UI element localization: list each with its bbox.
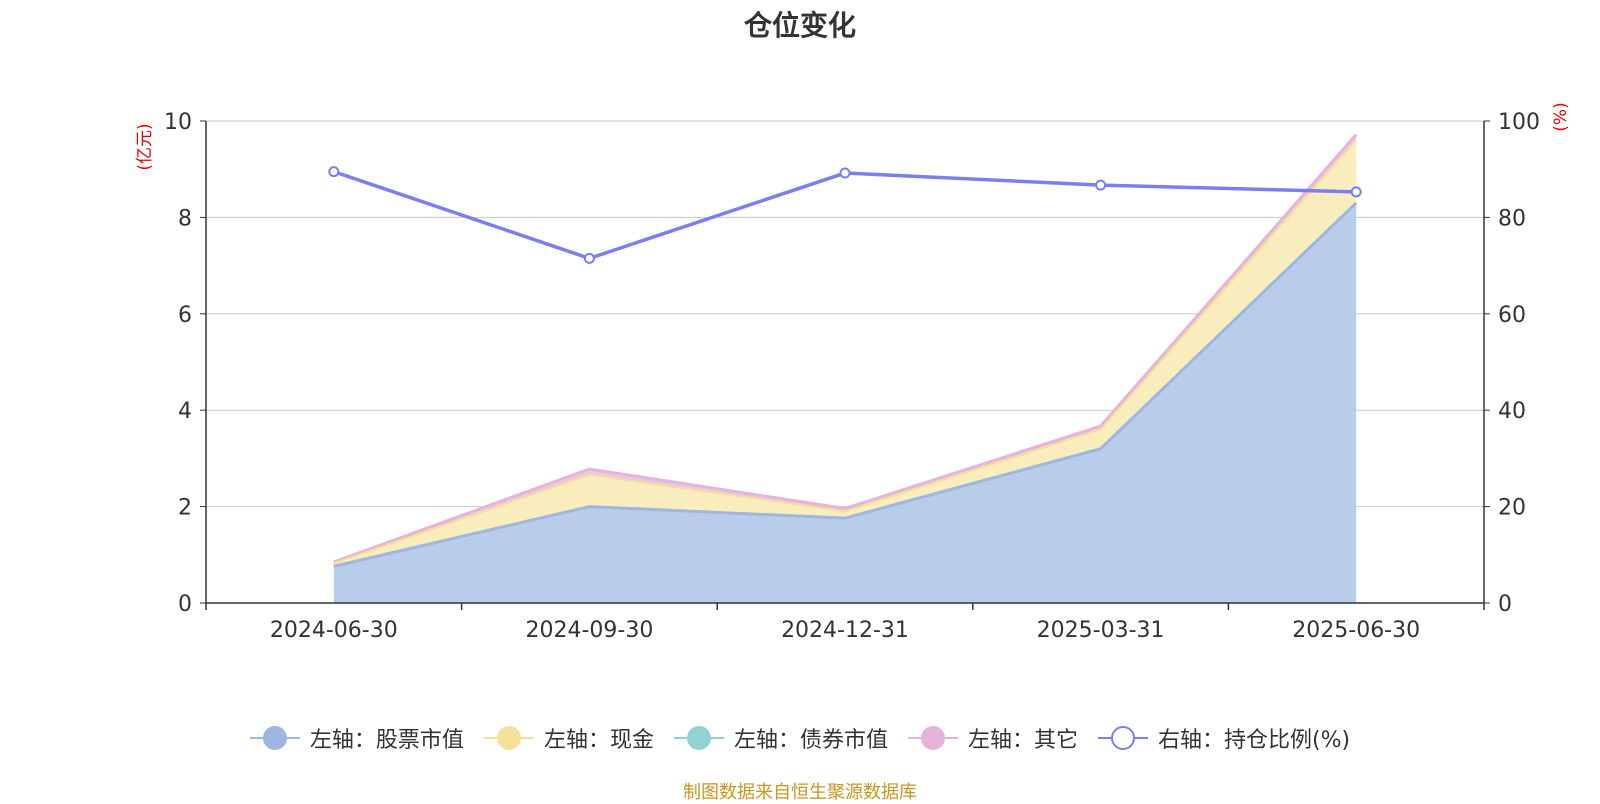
legend-label: 右轴：持仓比例(%): [1157, 728, 1351, 753]
cash-line: [333, 139, 1357, 565]
position-ratio-point: [328, 166, 340, 178]
left-axis-unit: (亿元): [135, 123, 155, 170]
legend-item[interactable]: 右轴：持仓比例(%): [1097, 722, 1351, 754]
right-axis-tick-label: 60: [1498, 303, 1526, 328]
left-axis-tick-label: 0: [178, 592, 192, 617]
position-ratio-point: [583, 252, 595, 264]
legend-marker-icon: [249, 726, 300, 750]
right-axis-tick-label: 80: [1498, 206, 1526, 231]
left-axis-tick-label: 6: [178, 303, 192, 328]
x-axis-tick-label: 2025-06-30: [1292, 618, 1420, 643]
legend-marker-icon: [907, 726, 958, 750]
position-ratio-point: [1095, 179, 1107, 191]
left-axis-tick-label: 10: [164, 110, 192, 135]
right-axis-tick-label: 0: [1498, 592, 1512, 617]
x-axis-tick-label: 2025-03-31: [1037, 618, 1165, 643]
right-axis-tick-label: 100: [1498, 110, 1540, 135]
legend-label: 左轴：债券市值: [733, 728, 888, 753]
x-axis-tick-label: 2024-12-31: [781, 618, 909, 643]
x-axis-tick-label: 2024-09-30: [525, 618, 653, 643]
legend-item[interactable]: 左轴：现金: [483, 722, 654, 754]
legend-label: 左轴：现金: [543, 728, 654, 753]
chart-title: 仓位变化: [743, 9, 856, 42]
legend-label: 左轴：股票市值: [309, 728, 464, 753]
stock-line: [333, 201, 1358, 568]
position-ratio-point: [839, 167, 851, 179]
x-axis-tick-label: 2024-06-30: [270, 618, 398, 643]
other-line: [333, 133, 1358, 564]
stock-area: [333, 202, 1357, 603]
legend-item[interactable]: 左轴：其它: [907, 722, 1078, 754]
right-axis-tick-label: 40: [1498, 399, 1526, 424]
legend-marker-icon: [673, 726, 724, 750]
legend-label: 左轴：其它: [967, 728, 1078, 753]
legend-marker-icon: [1097, 726, 1148, 750]
data-source-note: 制图数据来自恒生聚源数据库: [683, 782, 917, 803]
position-ratio-line: [333, 169, 1357, 261]
right-axis-tick-label: 20: [1498, 496, 1526, 521]
left-axis-tick-label: 4: [178, 399, 192, 424]
legend-item[interactable]: 左轴：股票市值: [249, 722, 464, 754]
left-axis-tick-label: 8: [178, 206, 192, 231]
legend-marker-icon: [483, 726, 534, 750]
chart-legend: 左轴：股票市值 左轴：现金 左轴：债券市值 左轴：其它 右轴：持仓比例(%): [0, 722, 1600, 756]
left-axis-tick-label: 2: [178, 496, 192, 521]
right-axis-unit: (%): [1551, 102, 1571, 131]
position-ratio-point: [1350, 186, 1362, 198]
legend-item[interactable]: 左轴：债券市值: [673, 722, 888, 754]
